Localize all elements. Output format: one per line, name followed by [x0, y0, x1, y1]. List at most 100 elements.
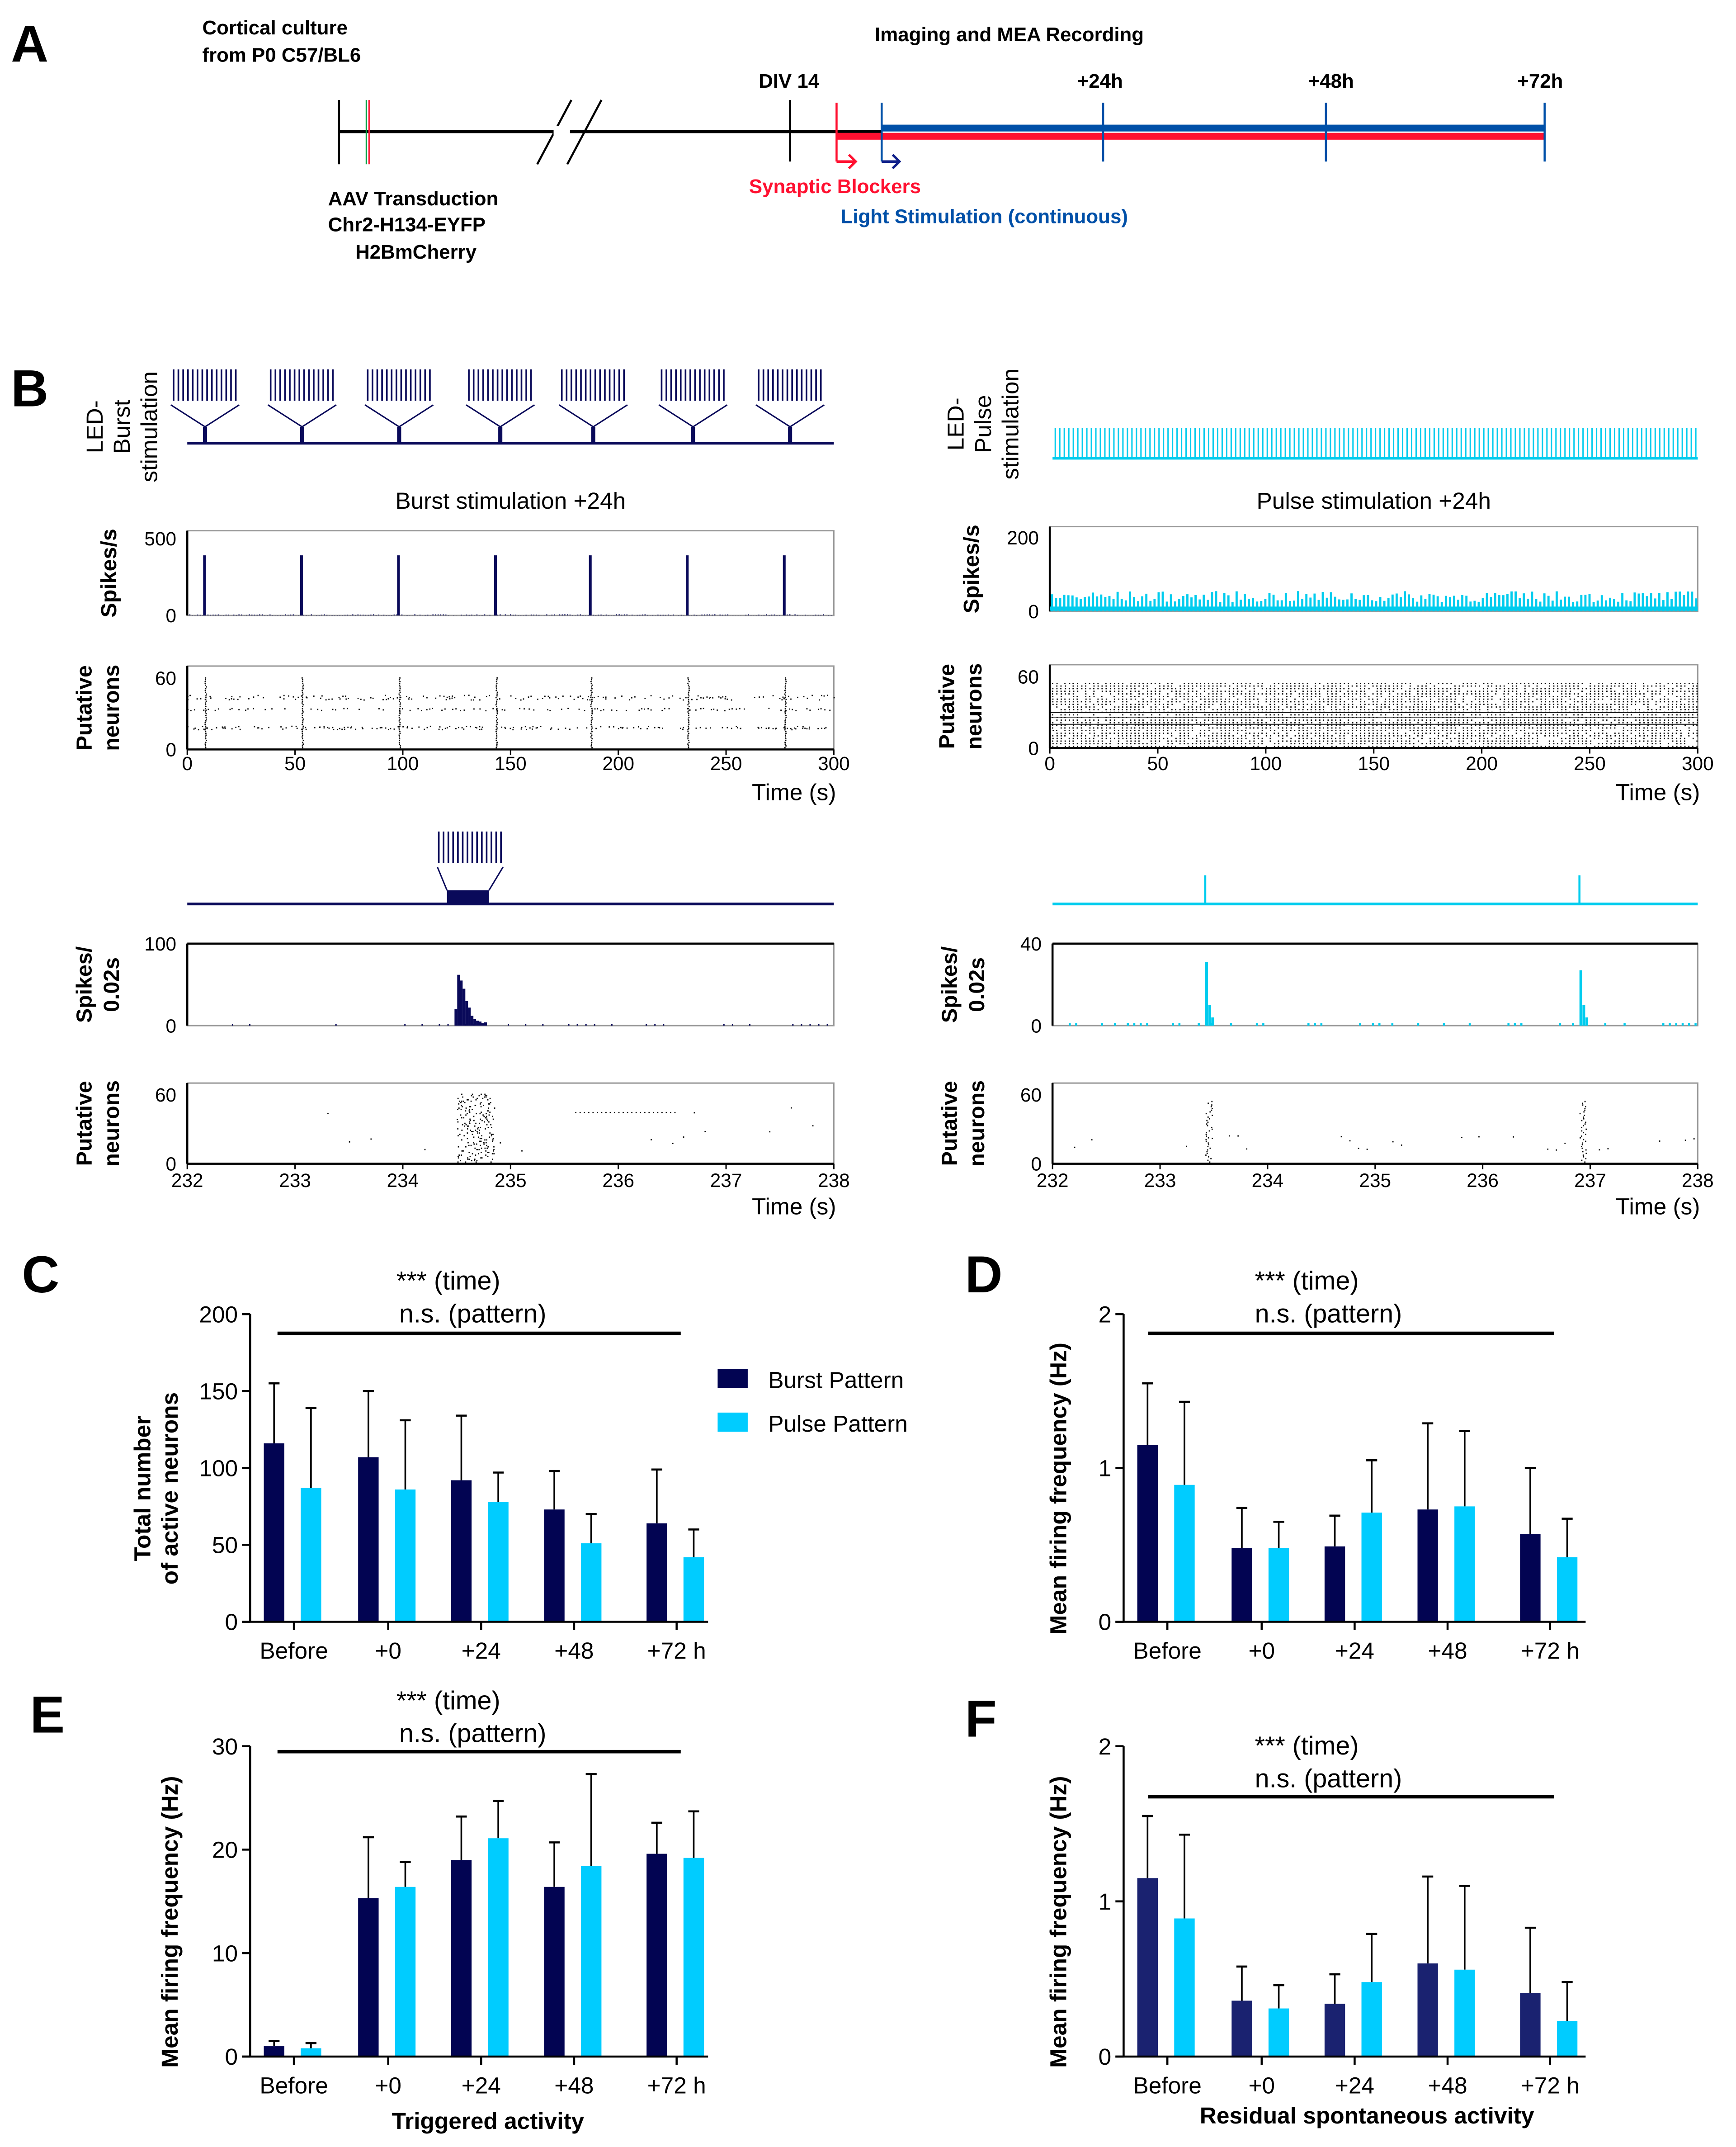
spike-dot: [1056, 701, 1058, 703]
spike-dot: [688, 722, 689, 724]
spike-dot: [1159, 735, 1160, 737]
spike-dot: [1380, 743, 1382, 745]
spike-dot: [1225, 730, 1227, 732]
spike-dot: [1179, 740, 1181, 742]
spike-dot: [1565, 730, 1566, 732]
spike-dot: [1155, 706, 1156, 708]
spike-dot: [1167, 738, 1169, 739]
spike-dot: [1274, 722, 1275, 724]
spike-dot: [1163, 730, 1164, 732]
spike-dot: [1623, 733, 1624, 734]
spike-dot: [688, 716, 690, 718]
spike-dot: [1069, 704, 1070, 705]
spike-dot: [1069, 682, 1071, 684]
spike-dot: [1286, 719, 1288, 721]
spike-dot: [1360, 724, 1362, 726]
spike-dot: [1081, 688, 1083, 690]
spike-dot: [1257, 727, 1259, 729]
spike-dot: [476, 1131, 478, 1132]
spike-dot: [1401, 727, 1402, 729]
spike-dot: [1594, 693, 1596, 695]
spike-dot: [305, 728, 307, 730]
spike-dot: [1200, 746, 1202, 747]
spike-dot: [1228, 730, 1230, 732]
spike-dot: [785, 691, 787, 693]
spike-dot: [1208, 740, 1210, 742]
spike-dot: [1060, 688, 1061, 690]
spike-dot: [465, 1114, 467, 1116]
spike-dot: [1101, 690, 1103, 692]
spike-dot: [460, 1114, 462, 1116]
spike-dot: [1491, 733, 1493, 734]
spike-dot: [1696, 706, 1698, 708]
spike-dot: [1511, 724, 1513, 726]
spike-dot: [1557, 695, 1558, 697]
spike-dot: [1138, 743, 1140, 745]
spike-dot: [1557, 746, 1559, 747]
spike-dot: [1396, 709, 1398, 710]
spike-dot: [1671, 714, 1673, 716]
spike-dot: [1503, 724, 1505, 726]
spike-dot: [648, 726, 649, 727]
spike-dot: [1606, 740, 1608, 742]
spike-dot: [1360, 698, 1362, 700]
spike-dot: [591, 688, 593, 690]
spike-dot: [492, 1140, 493, 1142]
spike-dot: [1697, 682, 1698, 684]
spike-dot: [1237, 733, 1239, 734]
spike-dot: [1224, 743, 1226, 745]
spike-dot: [1179, 693, 1181, 695]
spike-dot: [317, 709, 319, 710]
spike-dot: [1401, 722, 1403, 724]
spike-dot: [1623, 727, 1624, 729]
spike-dot: [1442, 709, 1443, 710]
spike-dot: [1520, 704, 1522, 705]
spike-dot: [1606, 695, 1608, 697]
spike-dot: [1184, 740, 1185, 742]
spike-dot: [529, 727, 531, 729]
spike-dot: [1446, 727, 1448, 729]
spike-dot: [661, 709, 663, 711]
spike-dot: [1377, 693, 1378, 695]
spike-dot: [1171, 735, 1173, 737]
spike-dot: [1495, 733, 1497, 734]
spike-dot: [1224, 735, 1226, 737]
spike-dot: [1516, 740, 1518, 742]
spike-dot: [1175, 693, 1177, 695]
spike-dot: [1483, 695, 1485, 697]
spike-dot: [1204, 698, 1206, 700]
spike-dot: [540, 726, 542, 727]
spike-dot: [783, 698, 785, 700]
spike-dot: [228, 699, 230, 700]
spike-dot: [567, 708, 569, 709]
spike-dot: [688, 679, 689, 681]
spike-dot: [1606, 688, 1608, 690]
spike-dot: [1626, 724, 1628, 726]
spike-dot: [1388, 701, 1390, 703]
spike-dot: [487, 1156, 489, 1157]
spike-dot: [1676, 738, 1678, 739]
spike-dot: [493, 1150, 494, 1152]
spike-dot: [468, 1109, 470, 1110]
spike-dot: [1676, 685, 1678, 687]
spike-dot: [487, 1099, 489, 1101]
spike-dot: [1335, 701, 1337, 703]
spike-dot: [1507, 727, 1509, 729]
spike-dot: [1072, 682, 1074, 684]
spike-dot: [1676, 730, 1678, 732]
spike-dot: [1323, 738, 1325, 739]
spike-dot: [205, 736, 207, 738]
spike-dot: [1483, 746, 1485, 747]
spike-dot: [1528, 685, 1530, 687]
spike-dot: [1577, 719, 1579, 721]
spike-dot: [763, 696, 764, 698]
spike-dot: [1257, 722, 1259, 724]
spike-dot: [231, 728, 233, 730]
spike-dot: [1236, 688, 1238, 690]
spike-dot: [1298, 727, 1300, 729]
spike-dot: [1155, 733, 1156, 734]
spike-dot: [1220, 746, 1222, 747]
spike-dot: [1528, 735, 1530, 737]
spike-dot: [1270, 706, 1271, 708]
spike-dot: [1130, 735, 1132, 737]
